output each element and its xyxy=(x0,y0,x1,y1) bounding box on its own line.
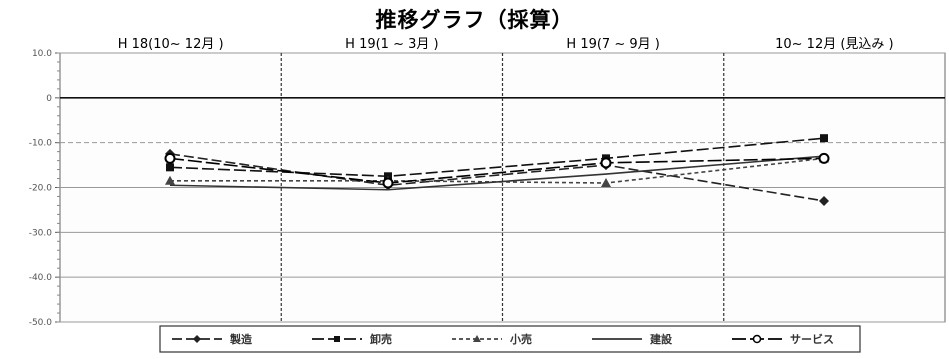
data-point xyxy=(166,163,174,172)
legend-label: 小売 xyxy=(509,332,532,346)
y-tick-label: -30.0 xyxy=(29,228,53,238)
y-tick-label: -10.0 xyxy=(29,139,53,149)
legend-marker xyxy=(334,336,340,342)
series-line xyxy=(169,137,825,178)
category-label: H 19(7 ~ 9月 ) xyxy=(566,37,659,52)
data-point xyxy=(601,178,611,188)
series-line xyxy=(169,153,825,202)
series-line xyxy=(169,157,825,184)
y-tick-label: -40.0 xyxy=(29,273,53,283)
data-point xyxy=(165,175,175,185)
series-line xyxy=(169,155,825,191)
data-point xyxy=(820,134,828,143)
series-line xyxy=(170,157,825,184)
category-label: H 19(1 ~ 3月 ) xyxy=(345,37,438,52)
legend-marker xyxy=(752,334,762,344)
y-tick-label: -20.0 xyxy=(29,184,53,194)
legend-label: サービス xyxy=(790,332,834,346)
legend-marker xyxy=(193,335,201,343)
y-tick-label: 0 xyxy=(46,94,52,104)
category-label: 10~ 12月 (見込み ) xyxy=(775,37,894,52)
legend-marker xyxy=(473,335,481,342)
data-point xyxy=(164,152,176,164)
legend-label: 建設 xyxy=(650,332,673,346)
data-point xyxy=(600,157,612,169)
legend-label: 製造 xyxy=(229,332,253,346)
legend-label: 卸売 xyxy=(370,332,392,346)
data-point xyxy=(819,195,829,206)
data-point xyxy=(382,177,394,189)
chart-title: 推移グラフ（採算） xyxy=(375,8,574,32)
y-tick-label: -50.0 xyxy=(29,318,53,328)
y-tick-label: 10.0 xyxy=(32,49,52,59)
category-label: H 18(10~ 12月 ) xyxy=(118,37,224,52)
data-point xyxy=(818,152,830,164)
